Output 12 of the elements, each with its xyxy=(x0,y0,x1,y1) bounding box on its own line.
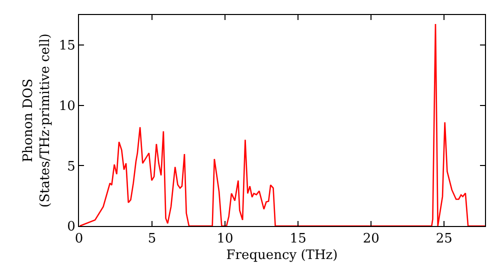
y-tick-label: 0 xyxy=(67,220,76,235)
x-tick-label: 20 xyxy=(362,232,380,247)
y-tick-label: 10 xyxy=(58,98,76,114)
x-tick-label: 15 xyxy=(290,232,306,247)
y-axis-title: Phonon DOS (States/THz·primitive cell) xyxy=(20,33,53,208)
y-tick-label: 5 xyxy=(67,159,76,174)
line-series xyxy=(79,23,485,226)
y-tick-label: 15 xyxy=(58,38,76,54)
x-tick-label: 25 xyxy=(436,232,452,247)
x-tick-label: 10 xyxy=(216,232,234,247)
x-axis-title: Frequency (THz) xyxy=(226,248,338,264)
x-tick-label: 5 xyxy=(148,232,156,247)
